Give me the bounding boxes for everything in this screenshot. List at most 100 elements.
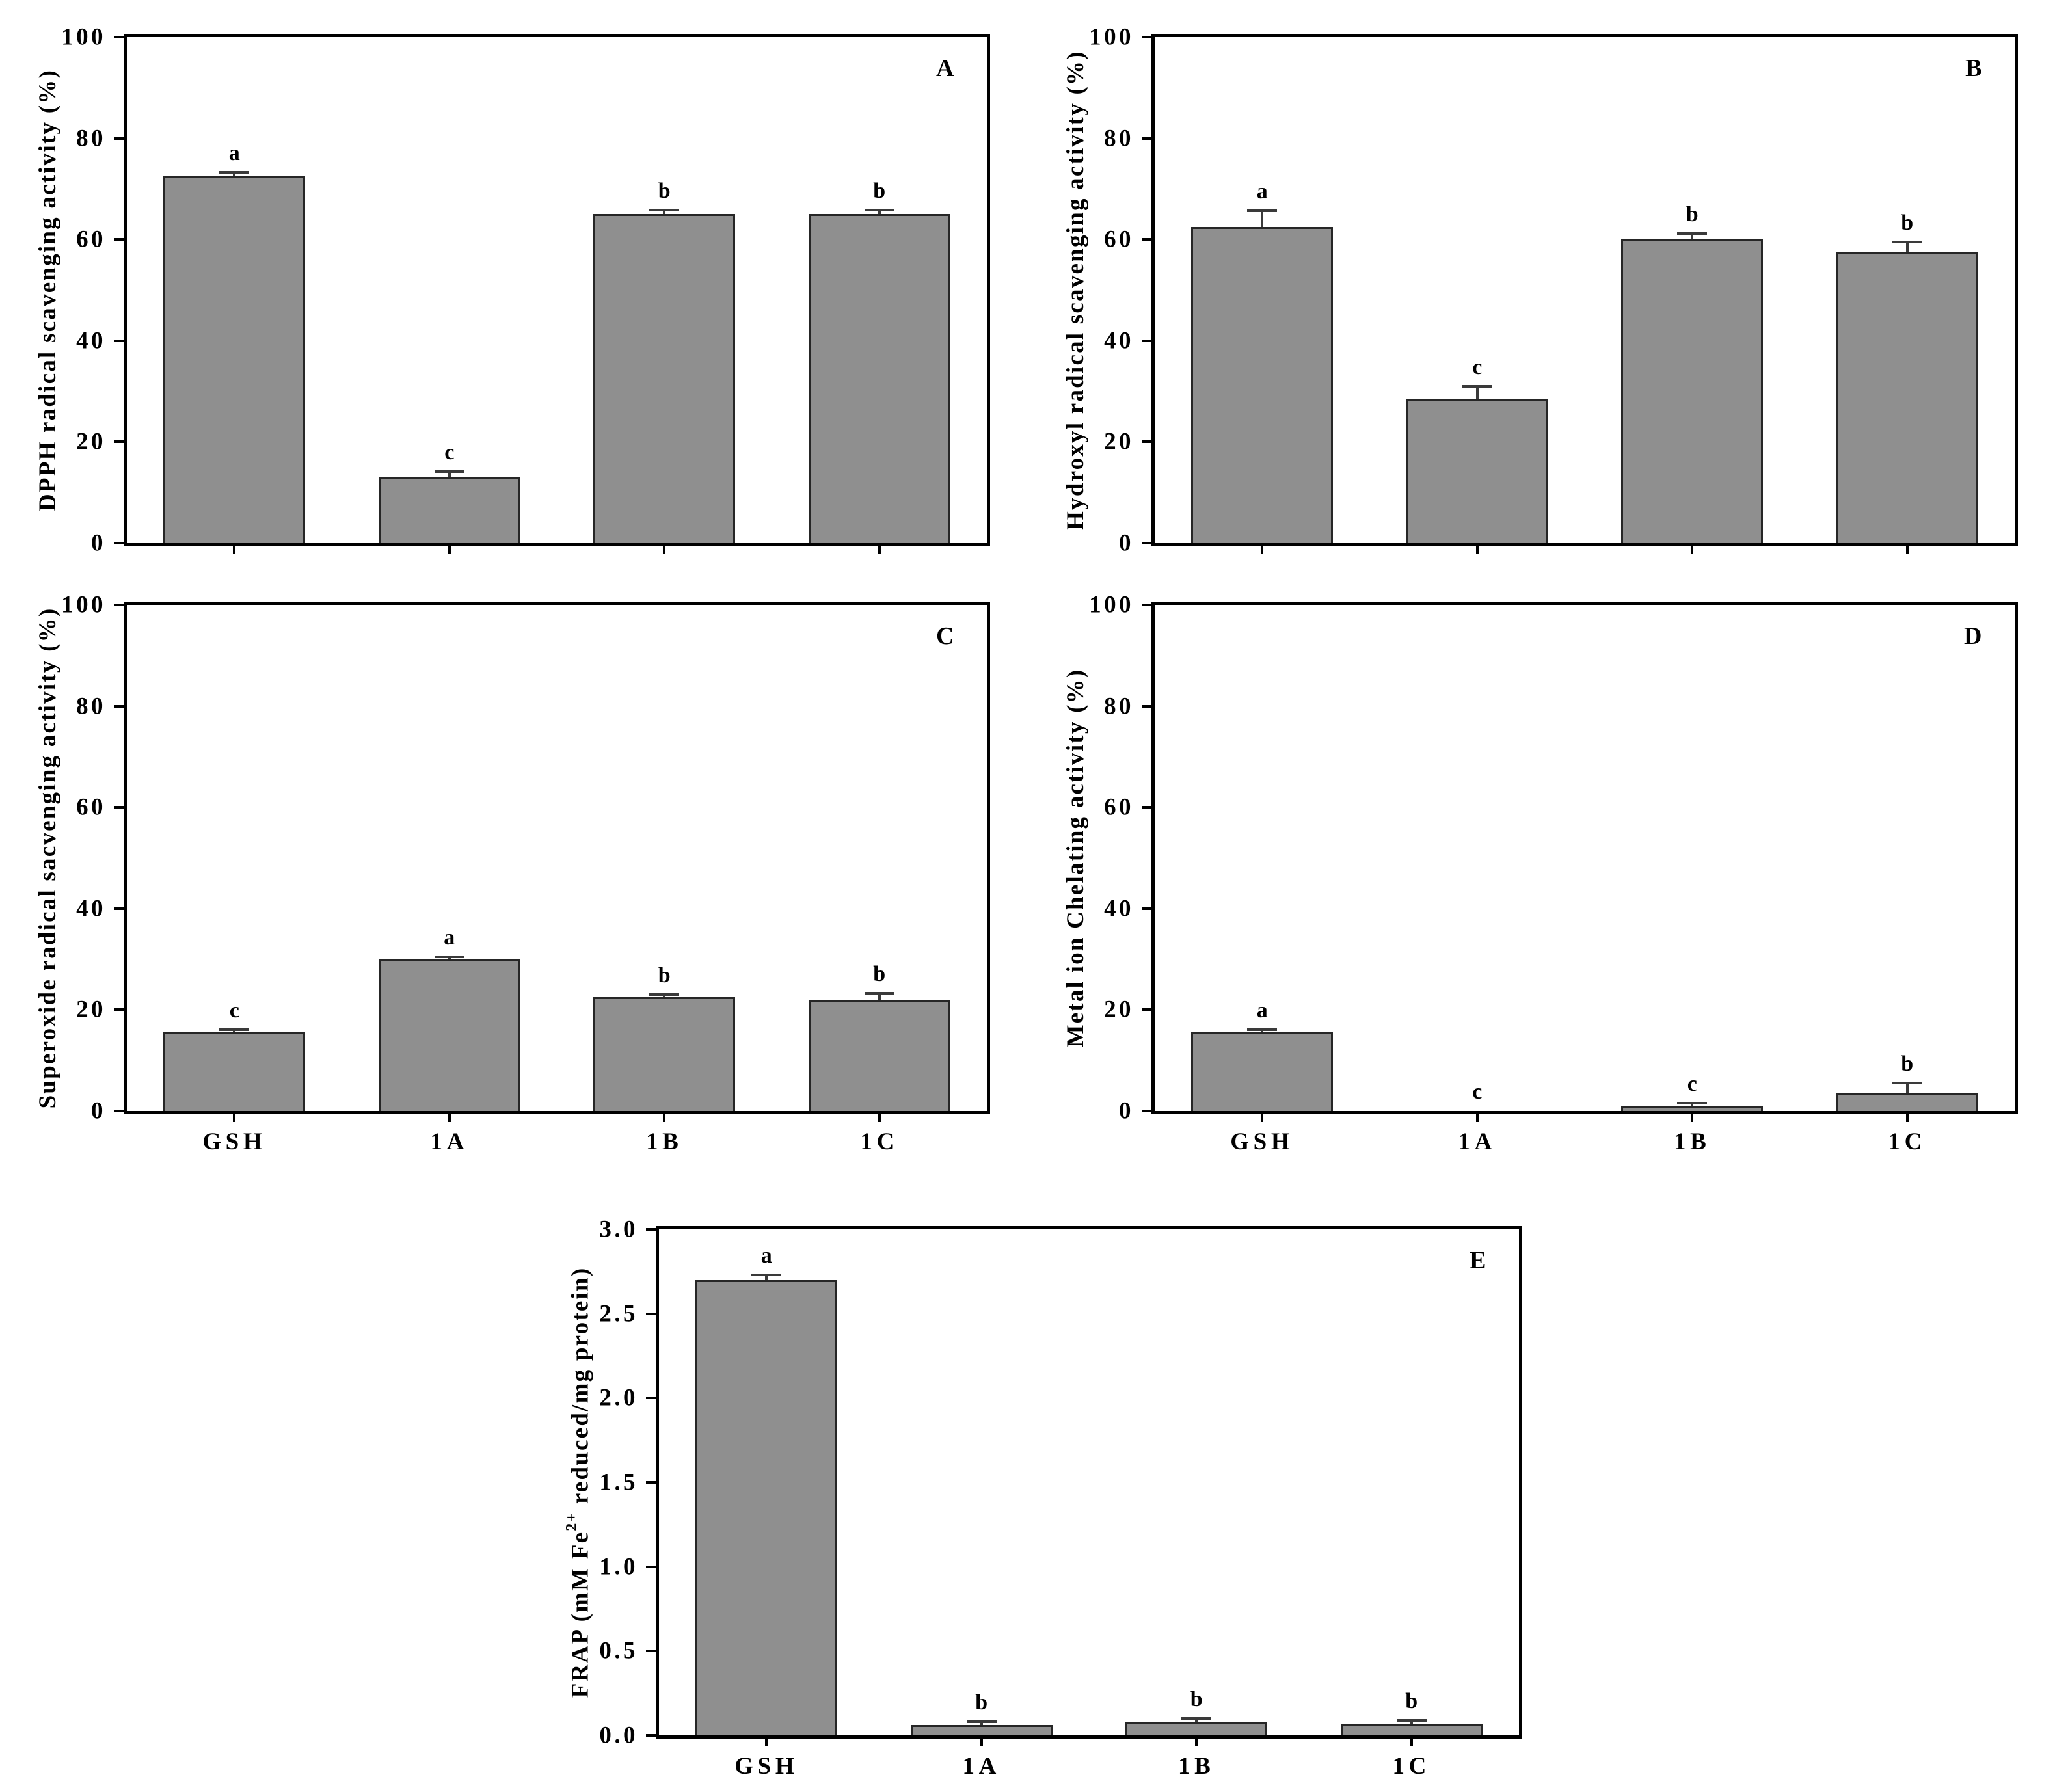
y-axis-tick [1142, 1110, 1155, 1112]
x-axis-tick-label-1c: 1C [1888, 1129, 1927, 1155]
y-axis-tick [114, 1008, 127, 1011]
significance-letter-gsh: a [1256, 179, 1268, 204]
y-axis-tick-label: 0.0 [599, 1722, 638, 1749]
significance-letter-1c: b [873, 961, 886, 986]
error-bar-cap-1b [649, 209, 680, 212]
bar-gsh [1191, 226, 1334, 543]
error-bar-cap-1c [1396, 1718, 1427, 1722]
error-bar-cap-1b [1181, 1717, 1212, 1720]
error-bar-cap-1a [1462, 384, 1492, 388]
y-axis-tick-label: 0 [1119, 529, 1134, 557]
error-bar-cap-gsh [751, 1274, 782, 1277]
y-axis-tick-label: 3.0 [599, 1216, 638, 1243]
bar-1a [378, 959, 520, 1111]
bar-1b [593, 214, 736, 543]
error-bar-cap-1c [1892, 241, 1922, 244]
significance-letter-1c: b [1901, 1052, 1914, 1077]
significance-letter-1b: b [1190, 1687, 1203, 1712]
y-axis-tick-label: 20 [76, 428, 106, 455]
error-bar-cap-1a [434, 955, 464, 958]
error-bar-gsh [1261, 1029, 1264, 1033]
x-axis-tick [1691, 1111, 1694, 1122]
error-bar-gsh [765, 1275, 768, 1280]
y-axis-tick-label: 20 [76, 996, 106, 1023]
significance-letter-1c: b [873, 179, 886, 204]
y-axis-tick-label: 60 [76, 794, 106, 821]
y-axis-tick [114, 339, 127, 342]
x-axis-tick-label-1b: 1B [1674, 1129, 1711, 1155]
panel-letter: C [935, 622, 957, 650]
y-axis-tick-label: 20 [1104, 996, 1134, 1023]
x-axis-tick [233, 1111, 236, 1122]
y-axis-tick [114, 806, 127, 809]
error-bar-cap-gsh [1247, 209, 1278, 212]
x-axis-tick [663, 543, 666, 554]
panel-letter: A [935, 55, 957, 82]
error-bar-1a [448, 471, 451, 477]
bar-1a [1406, 399, 1548, 543]
y-axis-label-segment: FRAP (mM Fe [567, 1531, 593, 1698]
y-axis-tick [646, 1312, 659, 1315]
y-axis-tick [646, 1481, 659, 1484]
y-axis-tick [1142, 137, 1155, 140]
x-axis-tick [1261, 543, 1264, 554]
x-axis-tick-label-1c: 1C [860, 1129, 899, 1155]
x-axis-tick-label-gsh: GSH [1230, 1129, 1295, 1155]
bar-gsh [163, 176, 306, 543]
x-axis-tick-label-1a: 1A [962, 1753, 1001, 1780]
y-axis-tick-label: 80 [1104, 125, 1134, 152]
bar-gsh [695, 1279, 838, 1735]
bar-1c [1340, 1723, 1483, 1735]
y-axis-tick [114, 907, 127, 910]
x-axis-tick [448, 1111, 451, 1122]
y-axis-label: FRAP (mM Fe2+ reduced/mg protein) [563, 1267, 594, 1698]
y-axis-tick-label: 0 [91, 529, 106, 557]
bar-1c [1836, 252, 1978, 543]
error-bar-1c [1410, 1720, 1413, 1724]
y-axis-tick [114, 36, 127, 38]
y-axis-tick [646, 1565, 659, 1568]
x-axis-tick [1691, 543, 1694, 554]
significance-letter-1a: b [975, 1691, 988, 1715]
error-bar-cap-1a [966, 1720, 997, 1724]
x-axis-tick [233, 543, 236, 554]
error-bar-cap-1b [1677, 232, 1708, 235]
panel-c-superoxide-chart: C Superoxide radical sacvenging activity … [34, 592, 990, 1155]
y-axis-tick [1142, 36, 1155, 38]
panel-letter: E [1470, 1247, 1489, 1274]
error-bar-cap-gsh [219, 170, 250, 174]
y-axis-tick-label: 80 [76, 125, 106, 152]
error-bar-cap-1c [1892, 1082, 1922, 1085]
significance-letter-1c: b [1405, 1689, 1418, 1713]
y-axis-tick-label: 100 [1089, 591, 1134, 619]
panel-a-dpph-chart: A DPPH radical scavenging activity (%) 0 20… [34, 24, 990, 557]
x-axis-tick [1905, 1111, 1909, 1122]
y-axis-tick-label: 2.5 [599, 1300, 638, 1328]
x-axis-tick [878, 1111, 881, 1122]
y-axis-tick-label: 40 [76, 327, 106, 354]
y-axis-tick [1142, 238, 1155, 241]
panel-letter: D [1963, 622, 1985, 650]
y-axis-tick-label: 40 [76, 895, 106, 922]
significance-letter-1b: b [658, 179, 671, 204]
y-axis-tick [1142, 1008, 1155, 1011]
x-axis-tick [1475, 1111, 1479, 1122]
y-axis-tick [114, 238, 127, 241]
y-axis-label: Metal ion Chelating activity (%) [1062, 668, 1089, 1048]
error-bar-cap-1b [1677, 1102, 1708, 1105]
y-axis-label-segment: reduced/mg protein) [567, 1266, 593, 1512]
y-axis-tick [114, 1110, 127, 1112]
significance-letter-1c: b [1901, 211, 1914, 235]
y-axis-tick [114, 137, 127, 140]
significance-letter-gsh: a [1256, 998, 1268, 1023]
y-axis-tick-label: 80 [76, 693, 106, 720]
x-axis-tick [1475, 543, 1479, 554]
y-axis-tick-label: 80 [1104, 693, 1134, 720]
bar-1b [593, 996, 736, 1111]
error-bar-cap-gsh [219, 1028, 250, 1031]
error-bar-1c [878, 210, 881, 215]
bar-1a [378, 477, 520, 543]
significance-letter-1b: b [658, 963, 671, 988]
significance-letter-1a: a [444, 925, 455, 950]
